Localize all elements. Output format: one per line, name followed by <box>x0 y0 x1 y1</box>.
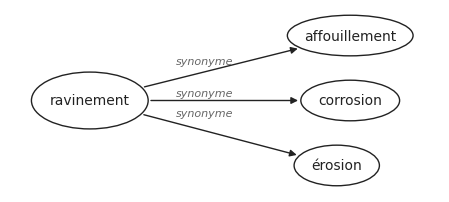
Text: corrosion: corrosion <box>318 94 382 108</box>
Text: synonyme: synonyme <box>176 89 233 99</box>
Ellipse shape <box>287 16 413 57</box>
Ellipse shape <box>294 145 379 186</box>
Ellipse shape <box>31 73 148 129</box>
Text: synonyme: synonyme <box>176 57 233 67</box>
Ellipse shape <box>301 81 400 121</box>
Text: synonyme: synonyme <box>176 108 233 118</box>
Text: ravinement: ravinement <box>50 94 130 108</box>
Text: affouillement: affouillement <box>304 29 396 43</box>
Text: érosion: érosion <box>311 159 362 173</box>
